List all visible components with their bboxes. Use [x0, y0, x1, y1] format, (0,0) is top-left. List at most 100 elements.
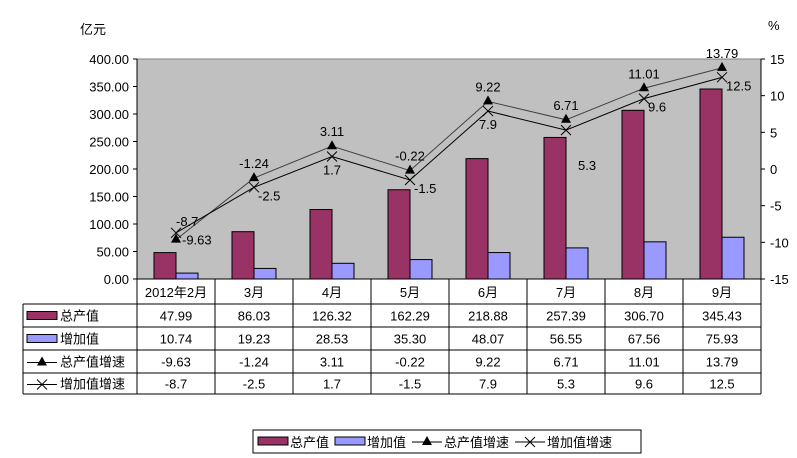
legend-key-增加值	[26, 334, 58, 343]
table-cell: 48.07	[472, 332, 505, 347]
data-label: 3.11	[320, 124, 344, 139]
bar-增加值	[253, 267, 277, 280]
bar-总产值	[309, 209, 333, 280]
table-cell: 35.30	[394, 332, 427, 347]
line-总产值增速	[175, 67, 723, 241]
triangle-marker	[717, 61, 727, 71]
table-cell: -8.7	[165, 377, 187, 392]
right-tick-label: -10	[770, 235, 789, 250]
x-marker	[524, 436, 536, 448]
data-label: -1.24	[239, 156, 269, 171]
bar-总产值	[231, 231, 255, 280]
table-cell: 86.03	[238, 309, 271, 324]
left-tick-label: 100.00	[89, 217, 129, 232]
legend-label: 总产值增速	[444, 435, 509, 450]
bar-增加值	[487, 252, 511, 280]
table-cell: 306.70	[624, 309, 664, 324]
left-tick-label: 400.00	[89, 52, 129, 67]
table-cell: 12.5	[709, 377, 734, 392]
x-marker	[482, 105, 494, 117]
data-label: -0.22	[395, 149, 425, 164]
table-row-header: 总产值增速	[60, 355, 125, 370]
table-cell: -0.22	[395, 355, 425, 370]
table-cell: -1.24	[239, 355, 269, 370]
bar-总产值	[465, 158, 489, 280]
triangle-marker	[37, 356, 47, 366]
category-label: 3月	[244, 285, 264, 300]
table-cell: 9.6	[635, 377, 653, 392]
data-label: -2.5	[258, 188, 280, 203]
legend-label: 增加值增速	[547, 435, 612, 450]
data-label: 1.7	[323, 163, 341, 178]
data-label: 9.22	[475, 79, 500, 94]
category-label: 7月	[556, 285, 576, 300]
left-tick-label: 250.00	[89, 135, 129, 150]
triangle-marker	[405, 164, 415, 174]
table-row-header: 增加值增速	[60, 377, 125, 392]
x-marker	[404, 174, 416, 186]
data-label: 6.71	[553, 98, 578, 113]
right-tick-label: -15	[770, 272, 789, 287]
right-tick-label: 15	[770, 52, 784, 67]
bar-总产值	[621, 109, 645, 280]
table-cell: 11.01	[628, 355, 660, 370]
table-cell: 6.71	[553, 355, 578, 370]
bar-增加值	[721, 236, 745, 280]
left-tick-label: 300.00	[89, 107, 129, 122]
x-marker	[326, 151, 338, 162]
table-cell: -2.5	[243, 377, 265, 392]
bar-增加值	[409, 259, 433, 280]
table-cell: 9.22	[475, 355, 500, 370]
legend	[252, 429, 642, 454]
x-marker	[36, 379, 48, 390]
table-cell: 3.11	[320, 355, 344, 370]
legend-key-总产值	[26, 311, 58, 320]
right-tick-label: 10	[770, 89, 784, 104]
table-cell: -1.5	[399, 377, 421, 392]
legend-key-增加值	[334, 436, 366, 446]
table-cell: 67.56	[628, 332, 661, 347]
data-label: 5.3	[578, 158, 596, 173]
x-marker	[638, 93, 650, 104]
x-marker	[716, 71, 728, 83]
table-cell: 345.43	[702, 309, 742, 324]
data-label: 11.01	[628, 66, 660, 81]
table-cell: 126.32	[312, 309, 352, 324]
bar-总产值	[153, 252, 177, 280]
left-tick-label: 350.00	[89, 80, 129, 95]
bar-增加值	[331, 262, 355, 280]
left-tick-label: 200.00	[89, 162, 129, 177]
right-tick-label: -5	[770, 199, 782, 214]
bar-增加值	[643, 241, 667, 280]
left-tick-label: 150.00	[89, 190, 129, 205]
line-增加值增速	[175, 76, 723, 234]
table-cell: 19.23	[238, 332, 271, 347]
data-label: 12.5	[726, 78, 751, 93]
category-label: 5月	[400, 285, 420, 300]
triangle-marker	[422, 436, 432, 445]
table-cell: 47.99	[160, 309, 193, 324]
category-label: 8月	[634, 285, 654, 300]
table-cell: 7.9	[479, 377, 497, 392]
right-tick-label: 5	[770, 125, 777, 140]
data-label: -9.63	[182, 233, 212, 248]
table-cell: 1.7	[323, 377, 341, 392]
table-cell: 218.88	[468, 309, 508, 324]
x-marker	[170, 227, 182, 239]
table-cell: -9.63	[161, 355, 191, 370]
triangle-marker	[249, 172, 259, 182]
table-row-header: 总产值	[60, 309, 99, 324]
legend-label: 增加值	[367, 435, 406, 450]
category-label: 2012年2月	[145, 285, 207, 300]
triangle-marker	[171, 233, 181, 243]
data-label: -8.7	[176, 214, 198, 229]
triangle-marker	[327, 140, 337, 150]
table-cell: 162.29	[390, 309, 430, 324]
right-unit-label: %	[768, 18, 780, 33]
table-cell: 75.93	[706, 332, 739, 347]
bar-增加值	[565, 247, 589, 280]
table-cell: 56.55	[550, 332, 583, 347]
data-label: 7.9	[479, 117, 497, 132]
bar-总产值	[387, 189, 411, 280]
